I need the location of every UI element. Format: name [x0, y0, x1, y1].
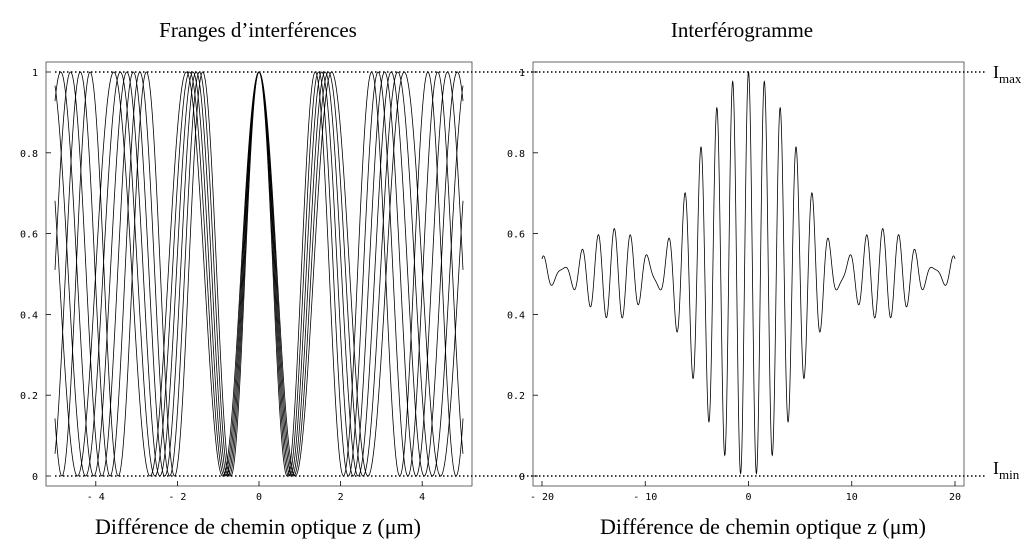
left-y-tick-label: 0.6 [20, 230, 38, 241]
left-x-axis-label: Différence de chemin optique z (μm) [95, 514, 421, 539]
right-x-tick-label: 20 [949, 492, 961, 503]
right-x-tick-label: 10 [846, 492, 858, 503]
left-y-tick-label: 0.2 [20, 391, 38, 402]
right-ticks: - 20 - 10 0 10 20 0 0.2 0.4 0.6 0.8 1 [507, 68, 961, 503]
left-curves [54, 71, 464, 477]
fringe-curve-1 [54, 71, 464, 477]
left-y-tick-label: 1 [32, 68, 38, 79]
left-chart-title: Franges d’interférences [159, 18, 357, 42]
left-x-tick-label: - 2 [168, 492, 186, 503]
right-y-tick-label: 0.2 [507, 391, 525, 402]
left-x-tick-label: 2 [338, 492, 344, 503]
left-y-tick-label: 0.8 [20, 149, 38, 160]
fringe-curve-5 [54, 71, 464, 477]
right-x-tick-label: - 20 [530, 492, 554, 503]
right-x-tick-label: - 10 [633, 492, 657, 503]
fringe-curve-3 [54, 71, 464, 477]
imax-label: Imax [993, 62, 1022, 86]
fringe-curve-6 [54, 71, 464, 477]
fringe-curve-4 [54, 71, 464, 477]
imin-label: Imin [993, 458, 1020, 482]
right-curves [541, 70, 956, 475]
right-chart-title: Interférogramme [671, 18, 813, 42]
left-y-tick-label: 0 [32, 472, 38, 483]
right-plot-frame [532, 61, 965, 487]
right-y-tick-label: 0.4 [507, 310, 525, 321]
right-y-tick-label: 1 [519, 68, 525, 79]
right-y-tick-label: 0.8 [507, 149, 525, 160]
right-plot: - 20 - 10 0 10 20 0 0.2 0.4 0.6 0.8 1 [507, 61, 965, 503]
right-x-axis-label: Différence de chemin optique z (μm) [600, 514, 926, 539]
right-y-tick-label: 0.6 [507, 230, 525, 241]
left-ticks: - 4 - 2 0 2 4 0 0.2 0.4 0.6 0.8 1 [20, 68, 425, 503]
left-x-tick-label: 4 [419, 492, 425, 503]
left-plot: - 4 - 2 0 2 4 0 0.2 0.4 0.6 0.8 1 [20, 61, 473, 503]
interferogram-curve [541, 70, 956, 475]
left-x-tick-label: - 4 [87, 492, 105, 503]
left-x-tick-label: 0 [256, 492, 262, 503]
right-x-tick-label: 0 [745, 492, 751, 503]
fringe-curve-2 [54, 71, 464, 477]
left-y-tick-label: 0.4 [20, 310, 38, 321]
right-y-tick-label: 0 [519, 472, 525, 483]
